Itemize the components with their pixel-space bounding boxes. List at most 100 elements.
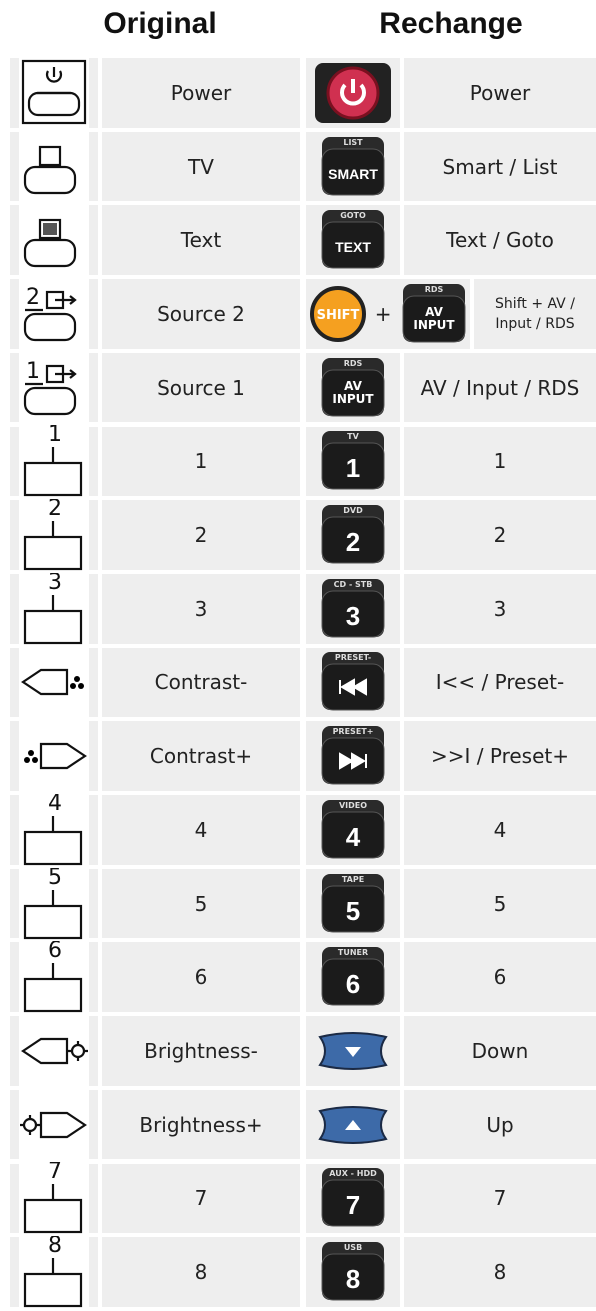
remote-button <box>318 1031 388 1070</box>
rechange-icon-cell: TV 1 <box>306 426 400 497</box>
original-icon <box>19 1014 89 1087</box>
original-label: 1 <box>102 426 300 497</box>
icon-text: 7 <box>48 1162 62 1184</box>
rechange-label: Power <box>404 58 596 128</box>
original-icon-cell: 3 <box>10 572 98 645</box>
rechange-label: 6 <box>404 942 596 1013</box>
original-label: Contrast- <box>102 647 300 718</box>
original-label: Contrast+ <box>102 721 300 791</box>
original-icon <box>19 720 89 793</box>
icon-text: 4 <box>346 822 361 852</box>
rechange-label: 4 <box>404 795 596 865</box>
remote-button <box>315 62 391 123</box>
original-icon-cell: 2 <box>10 499 98 572</box>
rechange-label: I<< / Preset- <box>404 647 596 718</box>
original-icon-cell <box>10 720 98 793</box>
icon-text: INPUT <box>332 392 374 406</box>
rechange-icon-cell <box>306 1016 400 1086</box>
original-label: 3 <box>102 573 300 644</box>
icon-text: SMART <box>328 166 378 182</box>
remote-button: GOTO TEXT <box>321 210 385 269</box>
icon-text: RDS <box>344 359 363 368</box>
icon-text: VIDEO <box>339 801 367 810</box>
original-icon: 3 <box>19 572 89 645</box>
original-icon: 7 <box>19 1162 89 1235</box>
remote-button: TUNER 6 <box>321 947 385 1006</box>
rechange-label: Shift + AV / Input / RDS <box>474 279 596 349</box>
rechange-label: 8 <box>404 1237 596 1307</box>
original-icon: 2 <box>19 277 89 350</box>
icon-text: 8 <box>346 1264 360 1294</box>
icon-text: AV <box>426 305 444 319</box>
icon-text: 8 <box>48 1236 62 1258</box>
remote-button: TAPE 5 <box>321 873 385 933</box>
icon-text: 6 <box>346 969 360 999</box>
icon-text: 1 <box>48 425 62 447</box>
rechange-icon-cell: LIST SMART <box>306 131 400 202</box>
icon-text: TUNER <box>338 948 368 957</box>
rechange-icon-cell: SHIFT + RDS AV INPUT <box>306 279 470 349</box>
original-label: Source 2 <box>102 279 300 349</box>
remote-button: PRESET+ <box>321 726 385 785</box>
icon-text: 7 <box>346 1190 360 1220</box>
rechange-icon-cell: RDS AV INPUT <box>306 352 400 423</box>
original-icon-cell: 4 <box>10 793 98 866</box>
rechange-icon-cell: PRESET- <box>306 647 400 718</box>
rechange-label: 3 <box>404 573 596 644</box>
rechange-icon-cell: VIDEO 4 <box>306 795 400 865</box>
icon-text: 5 <box>48 868 62 890</box>
original-icon: 4 <box>19 793 89 866</box>
original-label: TV <box>102 131 300 202</box>
rechange-label: AV / Input / RDS <box>404 352 596 423</box>
original-icon: 6 <box>19 941 89 1014</box>
original-label: 6 <box>102 942 300 1013</box>
icon-text: 6 <box>48 941 62 963</box>
icon-text: LIST <box>343 138 363 147</box>
icon-text: RDS <box>425 285 444 294</box>
original-icon: 1 <box>19 351 89 424</box>
icon-text: DVD <box>343 506 363 515</box>
icon-text: CD - STB <box>334 580 373 589</box>
remote-button: SHIFT <box>310 285 366 342</box>
original-icon-cell: 2 <box>10 277 98 350</box>
icon-text: INPUT <box>414 318 456 332</box>
original-label: 8 <box>102 1237 300 1307</box>
original-icon <box>19 1088 89 1161</box>
rechange-icon-cell: DVD 2 <box>306 500 400 570</box>
icon-text: 3 <box>48 573 62 595</box>
icon-text: PRESET+ <box>333 727 374 736</box>
rechange-label: Down <box>404 1016 596 1086</box>
original-icon-cell <box>10 130 98 203</box>
remote-button <box>318 1105 388 1144</box>
rechange-icon-cell: CD - STB 3 <box>306 573 400 644</box>
icon-text: 2 <box>48 499 62 521</box>
icon-text: 5 <box>346 896 360 926</box>
original-label: 5 <box>102 868 300 939</box>
rechange-icon-cell: GOTO TEXT <box>306 205 400 276</box>
original-icon: 5 <box>19 867 89 940</box>
rechange-icon-cell: TAPE 5 <box>306 868 400 939</box>
icon-text: USB <box>344 1243 362 1252</box>
original-label: Brightness+ <box>102 1089 300 1160</box>
icon-text: TEXT <box>335 239 371 255</box>
original-icon: 2 <box>19 499 89 572</box>
rechange-icon-cell <box>306 1089 400 1160</box>
icon-text: 3 <box>346 601 360 631</box>
original-icon-cell: 6 <box>10 941 98 1014</box>
icon-text: 1 <box>346 453 360 483</box>
original-label: 2 <box>102 500 300 570</box>
remote-button: VIDEO 4 <box>321 799 385 859</box>
remote-button: USB 8 <box>321 1242 385 1301</box>
original-icon-cell <box>10 204 98 277</box>
rechange-icon-cell: AUX - HDD 7 <box>306 1163 400 1234</box>
original-icon <box>19 130 89 203</box>
original-icon <box>19 204 89 277</box>
remote-button: LIST SMART <box>321 136 385 196</box>
original-icon-cell <box>10 1088 98 1161</box>
rechange-icon-cell: TUNER 6 <box>306 942 400 1013</box>
rechange-label: Smart / List <box>404 131 596 202</box>
header: Rechange <box>379 7 523 40</box>
